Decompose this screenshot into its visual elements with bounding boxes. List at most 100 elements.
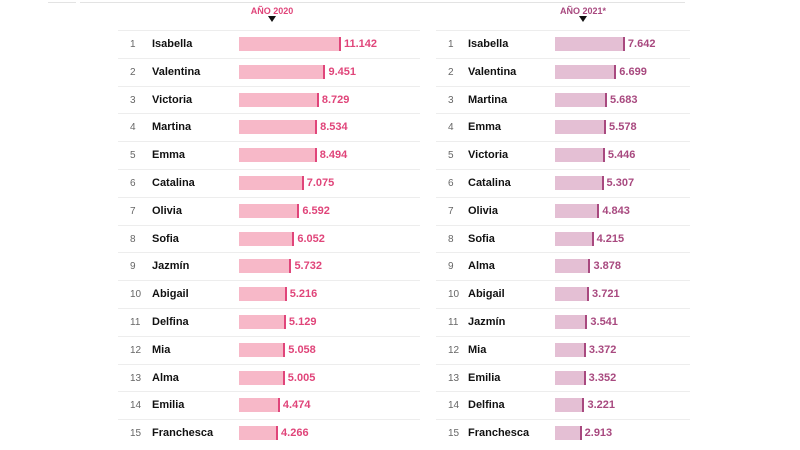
name-label: Martina: [468, 93, 508, 106]
rank: 12: [130, 344, 142, 356]
table-row: 11 Jazmín 3.541: [436, 307, 690, 336]
rank: 12: [448, 344, 460, 356]
value-label: 5.446: [607, 149, 636, 162]
name-label: Valentina: [468, 65, 517, 78]
bar: [239, 231, 295, 246]
value-label: 5.058: [288, 343, 316, 356]
rank: 1: [130, 39, 136, 50]
name-label: Victoria: [152, 93, 193, 106]
table-row: 7 Olivia 6.592: [118, 196, 420, 225]
value-label: 4.474: [282, 399, 311, 412]
rank: 1: [448, 39, 454, 50]
table-row: 4 Martina 8.534: [118, 113, 420, 141]
bar: [555, 92, 607, 107]
value-label: 3.372: [588, 343, 617, 356]
rank: 4: [448, 122, 454, 134]
bar: [239, 426, 279, 441]
name-label: Alma: [468, 260, 495, 273]
bar: [239, 398, 280, 413]
bar: [239, 259, 292, 274]
bar: [239, 203, 300, 218]
top-divider: [48, 2, 76, 3]
value-label: 7.642: [627, 38, 656, 50]
name-label: Franchesca: [152, 427, 214, 440]
table-row: 2 Valentina 9.451: [118, 57, 420, 86]
value-label: 5.129: [288, 315, 317, 328]
table-row: 12 Mia 3.372: [436, 335, 690, 364]
name-label: Catalina: [152, 176, 195, 189]
value-label: 5.683: [609, 93, 638, 106]
table-row: 7 Olivia 4.843: [436, 196, 690, 225]
name-label: Abigail: [468, 288, 505, 301]
rank: 6: [448, 177, 454, 189]
table-row: 5 Emma 8.494: [118, 141, 420, 169]
table-row: 6 Catalina 5.307: [436, 168, 690, 197]
value-label: 11.142: [343, 38, 377, 50]
rank: 3: [130, 94, 136, 106]
bar: [239, 37, 341, 51]
value-label: 5.216: [289, 288, 318, 301]
table-row: 8 Sofia 4.215: [436, 224, 690, 253]
bar: [239, 342, 286, 357]
sort-arrow-icon: [268, 16, 276, 22]
bar: [555, 398, 585, 413]
value-label: 3.541: [590, 315, 618, 328]
bar: [555, 342, 586, 357]
rank: 7: [130, 205, 136, 217]
name-label: Olivia: [152, 204, 182, 217]
rank: 2: [130, 66, 136, 78]
rank: 11: [448, 316, 459, 328]
bar: [555, 370, 586, 385]
name-label: Victoria: [468, 149, 509, 162]
table-row: 13 Alma 5.005: [118, 363, 420, 392]
bar: [555, 259, 591, 274]
bar: [555, 120, 607, 135]
name-label: Martina: [152, 121, 192, 134]
name-label: Emilia: [468, 371, 501, 384]
rank: 15: [448, 428, 460, 440]
name-label: Jazmín: [152, 260, 190, 273]
rank: 13: [130, 372, 142, 384]
value-label: 3.221: [587, 399, 615, 412]
bar: [239, 314, 286, 329]
rank: 5: [448, 150, 454, 162]
bar: [239, 120, 318, 135]
value-label: 6.592: [302, 204, 330, 217]
rank: 2: [448, 66, 454, 78]
value-label: 8.494: [319, 149, 348, 162]
table-row: 9 Jazmín 5.732: [118, 252, 420, 280]
value-label: 3.352: [588, 371, 617, 384]
bar: [239, 64, 326, 79]
bar: [555, 426, 582, 441]
table-row: 15 Franchesca 2.913: [436, 419, 690, 447]
table-row: 10 Abigail 3.721: [436, 280, 690, 308]
value-label: 6.699: [619, 65, 647, 78]
bar: [555, 64, 617, 79]
table-row: 3 Martina 5.683: [436, 85, 690, 114]
name-label: Isabella: [468, 38, 509, 50]
name-label: Franchesca: [468, 427, 530, 440]
table-row: 15 Franchesca 4.266: [118, 419, 420, 447]
name-label: Valentina: [152, 65, 201, 78]
rank: 3: [448, 94, 454, 106]
value-label: 6.052: [297, 232, 325, 245]
rank: 11: [130, 316, 141, 328]
rank: 8: [130, 233, 136, 245]
rank: 15: [130, 428, 142, 440]
column-header-2021[interactable]: AÑO 2021*: [559, 6, 607, 16]
name-label: Olivia: [468, 204, 498, 217]
table-row: 14 Delfina 3.221: [436, 391, 690, 419]
rank: 13: [448, 372, 460, 384]
name-label: Jazmín: [468, 315, 506, 328]
table-row: 5 Victoria 5.446: [436, 141, 690, 169]
table-row: 4 Emma 5.578: [436, 113, 690, 141]
name-label: Alma: [152, 371, 179, 384]
bar: [239, 92, 319, 107]
column-header-2020[interactable]: AÑO 2020: [250, 6, 294, 16]
rank: 7: [448, 205, 454, 217]
rank: 4: [130, 122, 136, 134]
value-label: 2.913: [584, 427, 613, 440]
rank: 5: [130, 150, 136, 162]
value-label: 4.843: [602, 204, 630, 217]
table-row: 1 Isabella 7.642: [436, 30, 690, 58]
